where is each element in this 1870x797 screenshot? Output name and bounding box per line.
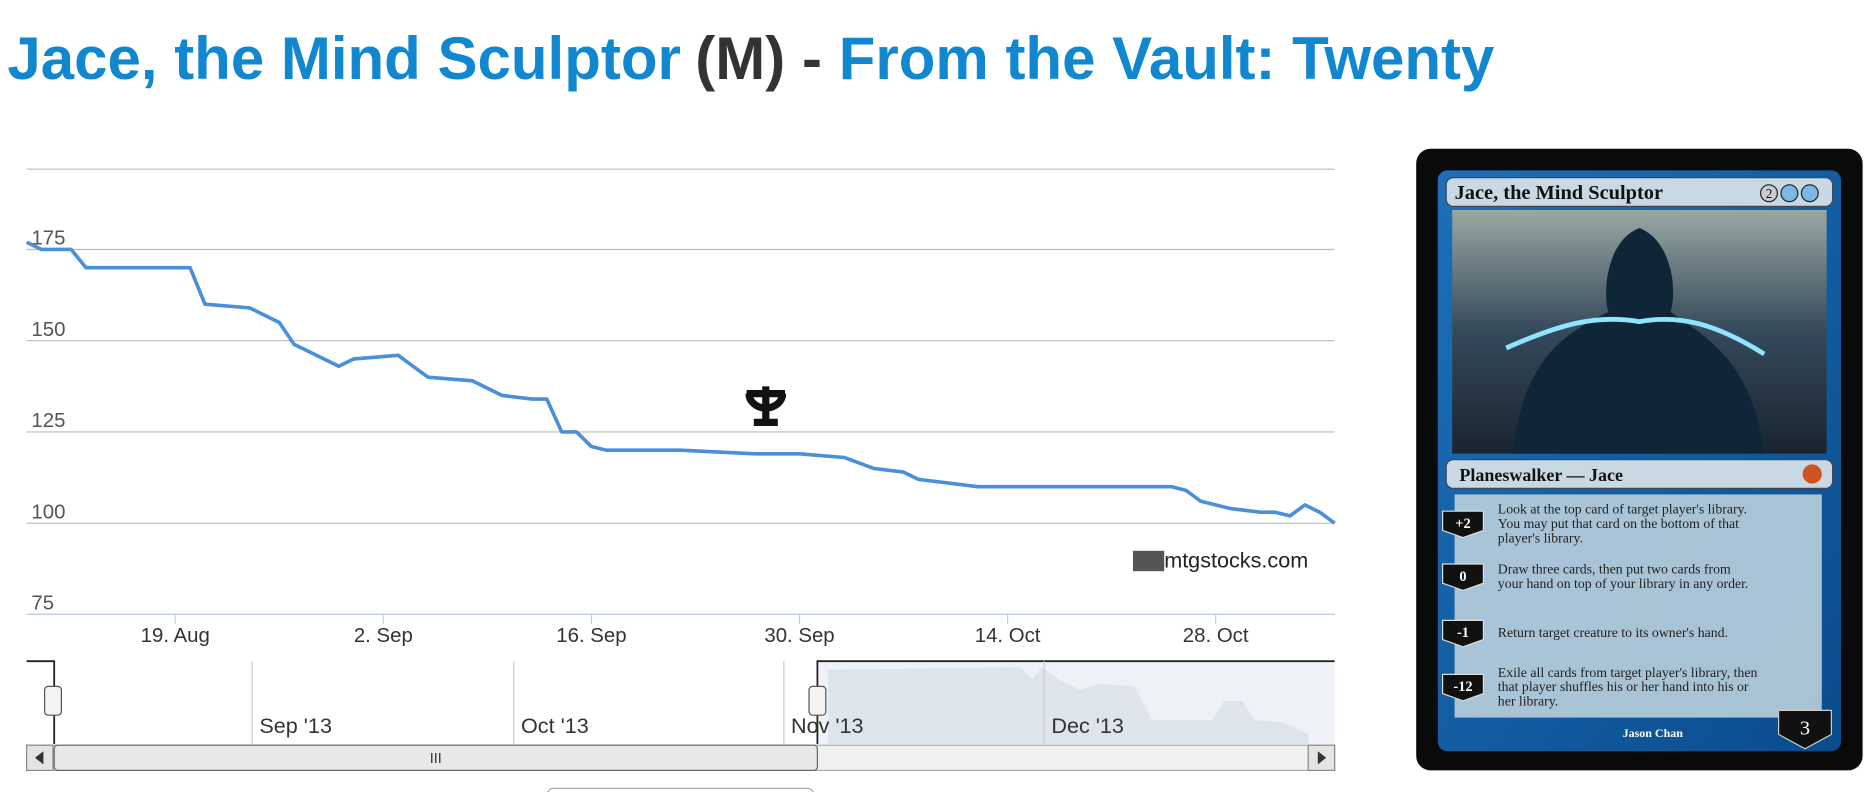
loyalty-badge <box>1442 563 1484 592</box>
y-tick-label: 125 <box>31 410 65 432</box>
artist: Jason Chan <box>1623 726 1684 740</box>
x-tick-label: 28. Oct <box>1183 625 1249 647</box>
mana-cost: 2 <box>1766 186 1773 201</box>
type-line-bar <box>1445 459 1834 489</box>
loyalty-cost: -1 <box>1457 625 1469 641</box>
set-link[interactable]: From the Vault: Twenty <box>839 25 1495 92</box>
ability-text: your hand on top of your library in any … <box>1498 576 1749 591</box>
x-tick-label: 2. Sep <box>354 625 413 647</box>
card-link[interactable]: Jace, the Mind Sculptor <box>7 25 680 92</box>
type-line: Planeswalker — Jace <box>1459 465 1623 485</box>
navigator-label: Dec '13 <box>1051 713 1124 738</box>
x-tick-label: 14. Oct <box>975 625 1041 647</box>
text-box <box>1454 494 1822 718</box>
y-tick-label: 150 <box>31 319 65 341</box>
scrollbar: III <box>25 744 1336 771</box>
y-tick-label: 75 <box>31 593 54 615</box>
navigator-handle[interactable] <box>808 685 827 716</box>
watermark: mtgstocks.com <box>1164 548 1308 573</box>
navigator-handle[interactable] <box>43 685 62 716</box>
starting-loyalty: 3 <box>1800 717 1810 739</box>
rarity: M <box>715 25 765 92</box>
navigator-label: Oct '13 <box>521 713 589 738</box>
set-icon <box>745 386 787 426</box>
navigator-label: Sep '13 <box>259 713 332 738</box>
x-tick-label: 19. Aug <box>141 625 210 647</box>
loyalty-cost: 0 <box>1459 569 1466 585</box>
ability-text: that player shuffles his or her hand int… <box>1498 679 1749 694</box>
ability-text: You may put that card on the bottom of t… <box>1498 516 1739 531</box>
card-name: Jace, the Mind Sculptor <box>1455 182 1663 204</box>
ability-text: Look at the top card of target player's … <box>1498 502 1747 517</box>
loyalty-badge <box>1442 510 1484 539</box>
paren: ( <box>695 25 715 92</box>
ability-text: player's library. <box>1498 530 1583 545</box>
separator: - <box>802 25 822 92</box>
card-name-bar <box>1445 177 1834 207</box>
loyalty-cost: -12 <box>1453 679 1472 695</box>
x-tick-label: 30. Sep <box>764 625 834 647</box>
ability-text: Draw three cards, then put two cards fro… <box>1498 562 1731 577</box>
watermark-logo <box>1133 550 1165 572</box>
button-edge[interactable] <box>546 787 815 797</box>
ability-text: Exile all cards from target player's lib… <box>1498 665 1758 680</box>
loyalty-badge <box>1442 673 1484 702</box>
navigator: Sep '13 Oct '13 Nov '13 Dec '13 <box>26 660 1335 744</box>
ability-text: Return target creature to its owner's ha… <box>1498 625 1728 640</box>
x-tick-label: 16. Sep <box>556 625 626 647</box>
navigator-area <box>828 667 1309 744</box>
loyalty-badge <box>1442 619 1484 648</box>
price-chart: 75 100 125 150 175 19. Aug 2. Sep 16. Sep 30. Se… <box>25 168 1336 647</box>
abilities: +2 Look at the top card of target player'… <box>1442 502 1758 709</box>
paren: ) <box>765 25 785 92</box>
loyalty-cost: +2 <box>1455 516 1470 532</box>
navigator-label: Nov '13 <box>791 713 864 738</box>
navigator-border <box>26 660 1335 744</box>
price-line <box>25 240 1336 525</box>
y-tick-label: 100 <box>31 501 65 523</box>
page-title: Jace, the Mind Sculptor (M) - From the Vaul… <box>7 25 1495 92</box>
ability-text: her library. <box>1498 694 1558 709</box>
scroll-right[interactable] <box>1307 744 1336 771</box>
y-tick-label: 175 <box>31 228 65 250</box>
scrollbar-grip: III <box>430 751 442 767</box>
scrollbar-thumb[interactable] <box>53 744 818 771</box>
card-image: Jace, the Mind Sculptor 2 Planeswalker —… <box>1416 148 1863 771</box>
